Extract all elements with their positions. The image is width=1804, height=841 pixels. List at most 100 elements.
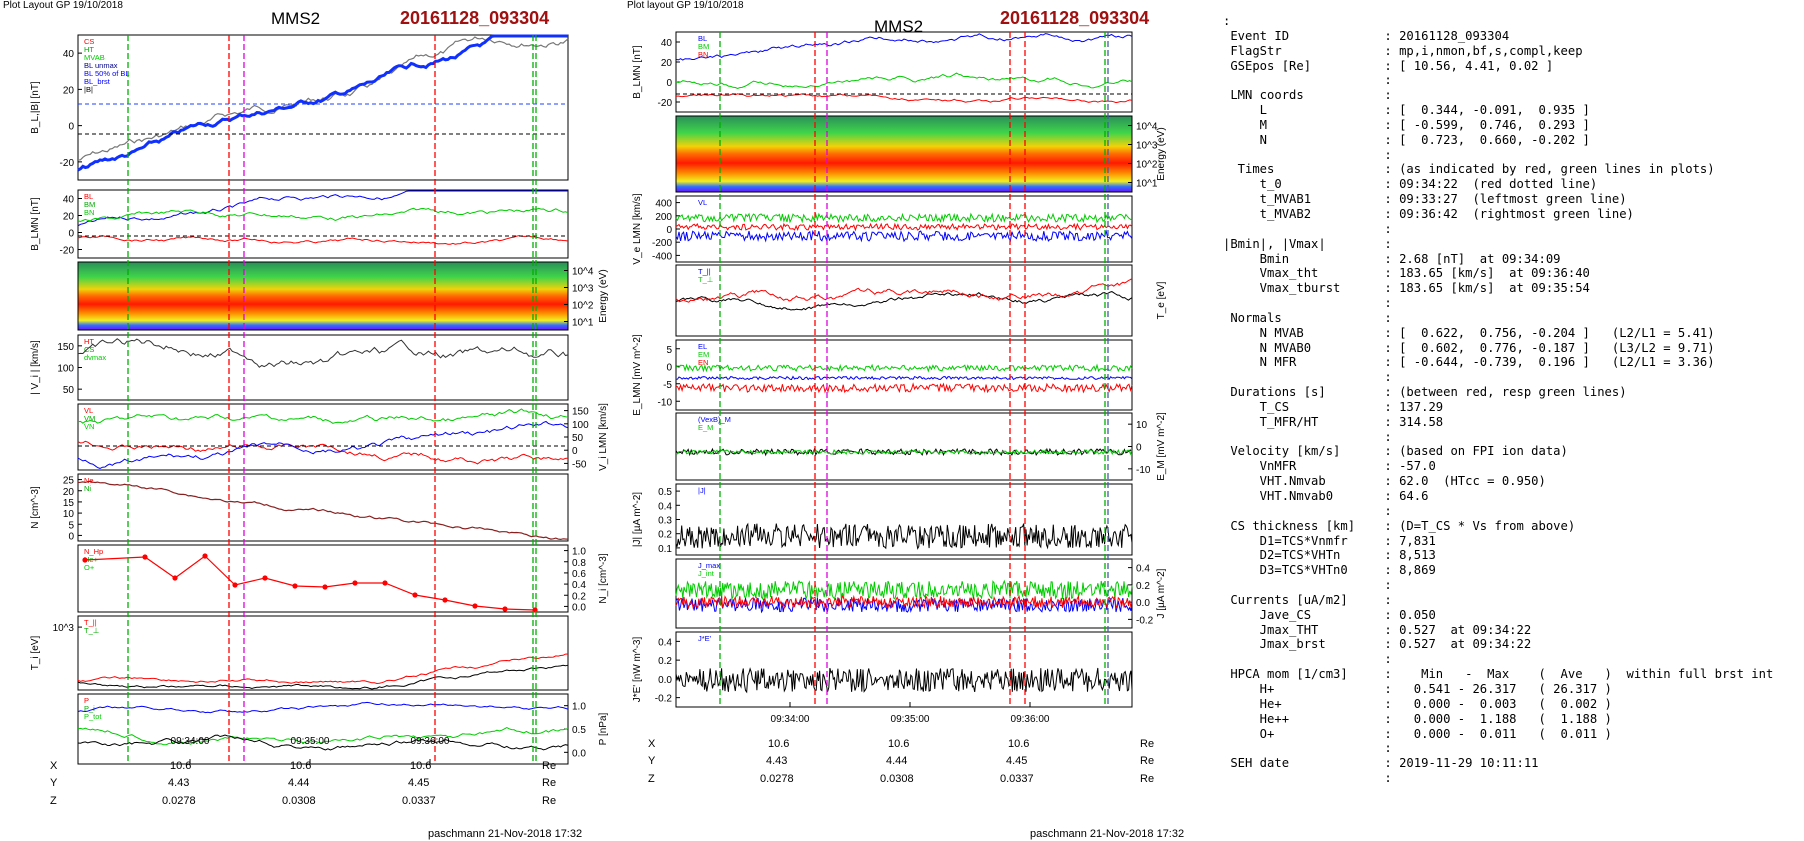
y-tick-label: 100	[57, 364, 74, 375]
VL-line	[77, 420, 569, 469]
P-line	[77, 734, 569, 751]
y-tick-label: 0	[1136, 443, 1142, 454]
y-tick-label: 40	[63, 49, 75, 60]
middle-ephem-z-label: Z	[648, 773, 655, 785]
left-panel-5	[77, 473, 569, 542]
info-line: :	[1384, 741, 1392, 756]
left-panel-3	[77, 334, 569, 401]
y-axis-label: P [nPa]	[598, 712, 609, 745]
info-line: N MVAB : [ 0.622, 0.756, -0.204 ] (L2/L1…	[1259, 325, 1715, 340]
y-tick-label: 100	[572, 420, 589, 431]
left-ephem-x-unit: Re	[542, 760, 557, 772]
legend-entry: N_Hp	[84, 547, 103, 556]
middle-footer: paschmann 21-Nov-2018 17:32	[1030, 828, 1185, 840]
left-spacecraft-title: MMS2	[271, 9, 321, 28]
VM-line	[77, 408, 569, 424]
y-tick-label: 1.0	[572, 547, 586, 558]
y-axis-label: J [µA m^-2]	[1156, 568, 1167, 618]
legend-entry: P	[84, 696, 89, 705]
middle-ephem-y-label: Y	[648, 755, 656, 767]
BL-line	[77, 190, 568, 227]
info-line: :	[1384, 652, 1392, 667]
middle-ephem-x-label: X	[648, 738, 656, 750]
info-line: He+ : 0.000 - 0.003 ( 0.002 )	[1259, 696, 1612, 711]
Hplus-point	[82, 557, 88, 563]
y-tick-label: 50	[63, 385, 75, 396]
y-tick-label: 20	[63, 487, 75, 498]
spectrogram-image	[78, 262, 568, 330]
legend-entry: VL	[84, 406, 93, 415]
info-line: :	[1384, 503, 1392, 518]
left-header: Plot Layout GP 19/10/2018	[3, 0, 123, 11]
legend-entry: HT	[84, 45, 94, 54]
y-tick-label: 5	[68, 520, 74, 531]
y-tick-label: 150	[57, 342, 74, 353]
Hplus-point	[142, 554, 148, 560]
y-axis-label: B_L,|B| [nT]	[30, 81, 41, 134]
info-line: D2=TCS*VHTn : 8,513	[1259, 548, 1436, 563]
y-tick-label: 0.0	[572, 748, 586, 759]
BN-line	[77, 235, 569, 245]
Hplus-point	[442, 597, 448, 603]
Tperp-line	[77, 664, 569, 690]
legend-entry: BL	[84, 192, 93, 201]
info-line: t_0 : 09:34:22 (red dotted line)	[1259, 177, 1598, 192]
y-tick-label: 0.0	[1136, 598, 1150, 609]
legend-entry: BN	[84, 208, 94, 217]
left-ephem-x-v1: 10.6	[290, 760, 312, 772]
y-tick-label: 10^4	[1136, 122, 1158, 133]
info-line: :	[1223, 14, 1231, 28]
middle-ephem-z-v0: 0.0278	[760, 773, 794, 785]
y-tick-label: 150	[572, 407, 589, 418]
info-line: N MFR : [ -0.644, -0.739, 0.196 ] (L2/L1…	[1259, 355, 1715, 370]
middle-ephem-z-v2: 0.0337	[1000, 773, 1034, 785]
y-tick-label: 0	[572, 446, 578, 457]
info-line: Times : (as indicated by red, green line…	[1237, 162, 1715, 177]
middle-ephem-z-unit: Re	[1140, 773, 1155, 785]
y-tick-label: 10^4	[572, 267, 594, 278]
y-tick-label: -0.2	[1136, 615, 1154, 626]
info-line: Jmax_brst : 0.527 at 09:34:22	[1259, 637, 1532, 652]
y-axis-label: V_i LMN [km/s]	[598, 403, 609, 471]
Tpar-line	[77, 653, 569, 685]
legend-entry: MVAB	[84, 53, 105, 62]
info-line: :	[1384, 73, 1392, 88]
info-line: Velocity [km/s] : (based on FPI ion data…	[1230, 444, 1568, 459]
legend-entry: BL 50% of BL	[84, 69, 130, 78]
y-tick-label: 10	[63, 509, 75, 520]
left-event-id: 20161128_093304	[400, 8, 550, 28]
info-line: N MVAB0 : [ 0.602, 0.776, -0.187 ] (L3/L…	[1259, 340, 1715, 355]
Pi-line	[77, 727, 569, 746]
info-line: VHT.Nmvab : 62.0 (HTcc = 0.950)	[1259, 474, 1546, 489]
y-tick-label: 10^1	[1136, 179, 1158, 190]
y-tick-label: 0	[68, 122, 74, 133]
Hplus-point	[322, 584, 328, 590]
left-panel-6	[77, 544, 569, 613]
x-tick-label: 09:36:00	[411, 736, 450, 747]
y-tick-label: 0	[68, 531, 74, 542]
y-tick-label: 25	[63, 476, 75, 487]
Hplus-point	[352, 580, 358, 586]
y-tick-label: 0.5	[572, 725, 586, 736]
info-line: CS thickness [km] : (D=T_CS * Vs from ab…	[1230, 518, 1576, 533]
legend-entry: BM	[84, 200, 95, 209]
y-tick-label: 0.8	[572, 558, 586, 569]
info-line: Durations [s] : (between red, resp green…	[1230, 385, 1627, 400]
info-line: M : [ -0.599, 0.746, 0.293 ]	[1259, 117, 1590, 132]
left-ephem-y-label: Y	[50, 777, 58, 789]
info-line: :	[1384, 578, 1392, 593]
Hplus-point	[382, 580, 388, 586]
legend-entry: Ne	[84, 476, 94, 485]
left-ephem-x-v0: 10.6	[170, 760, 192, 772]
left-ephem-y-v1: 4.44	[288, 777, 310, 789]
middle-event-id: 20161128_093304	[1000, 8, 1150, 28]
middle-ephem-z-v1: 0.0308	[880, 773, 914, 785]
info-line: L : [ 0.344, -0.091, 0.935 ]	[1259, 103, 1590, 118]
info-line: T_CS : 137.29	[1259, 399, 1444, 414]
info-line: t_MVAB2 : 09:36:42 (rightmost green line…	[1259, 206, 1634, 221]
Hplus-point	[262, 575, 268, 581]
middle-ephem-y-unit: Re	[1140, 755, 1155, 767]
middle-ephem-x-unit: Re	[1140, 738, 1155, 750]
y-tick-label: 0.0	[572, 602, 586, 613]
info-line: :	[1384, 221, 1392, 236]
